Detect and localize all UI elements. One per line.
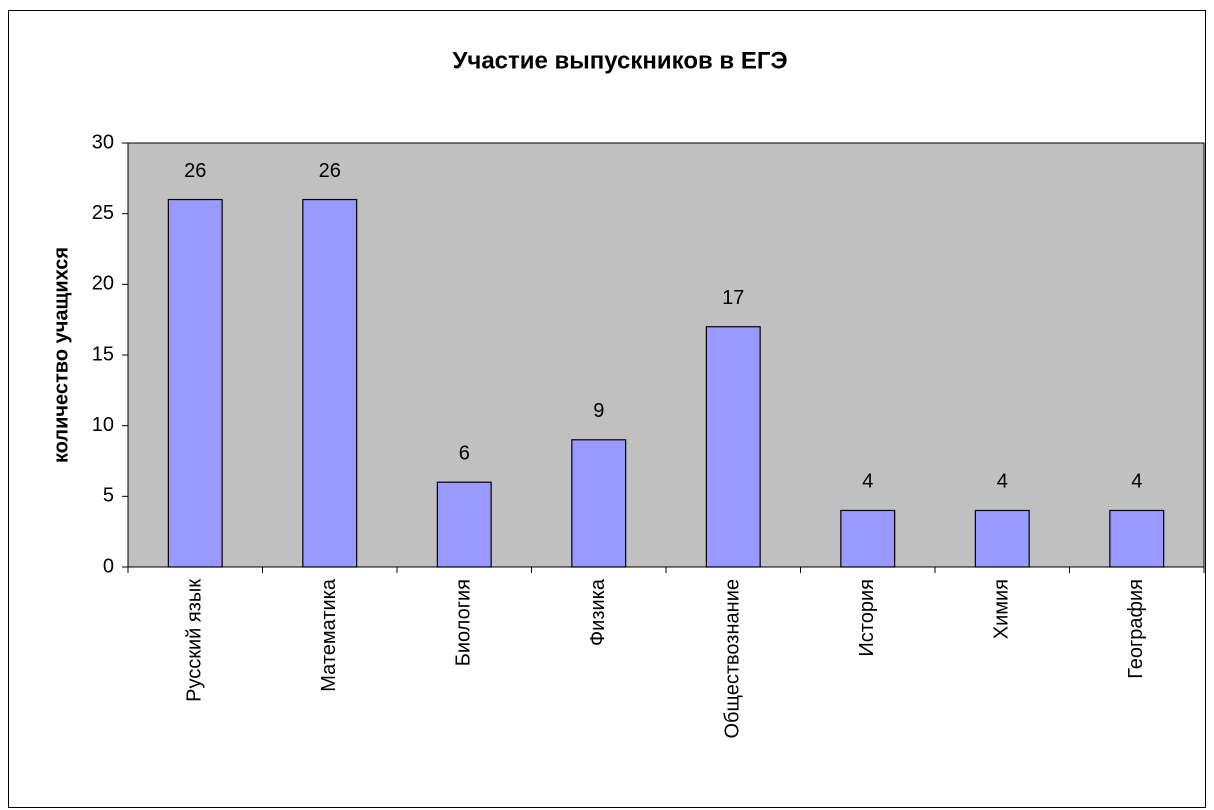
bar bbox=[1109, 509, 1165, 568]
bar bbox=[436, 481, 492, 568]
x-tick-label: География bbox=[1125, 579, 1147, 679]
y-axis-label: количество учащихся bbox=[50, 247, 72, 463]
bar bbox=[571, 439, 627, 568]
x-tick-label: Химия bbox=[991, 579, 1013, 639]
data-label: 17 bbox=[722, 287, 744, 309]
data-label: 26 bbox=[184, 160, 206, 182]
x-tick-label: Физика bbox=[587, 578, 609, 646]
data-label: 4 bbox=[1131, 471, 1142, 493]
data-label: 9 bbox=[593, 400, 604, 422]
bar bbox=[974, 509, 1030, 568]
bar bbox=[840, 509, 896, 568]
bar bbox=[167, 198, 223, 568]
y-tick-label: 0 bbox=[103, 555, 114, 577]
bar bbox=[705, 326, 761, 568]
y-tick-label: 30 bbox=[92, 131, 114, 153]
x-tick-label: Биология bbox=[453, 579, 475, 666]
y-tick-label: 25 bbox=[92, 202, 114, 224]
data-label: 26 bbox=[319, 160, 341, 182]
y-tick-label: 15 bbox=[92, 343, 114, 365]
y-tick-label: 20 bbox=[92, 273, 114, 295]
y-tick-label: 10 bbox=[92, 414, 114, 436]
bar bbox=[302, 198, 358, 568]
x-tick-label: Русский язык bbox=[184, 579, 206, 702]
chart-title: Участие выпускников в ЕГЭ bbox=[452, 47, 787, 74]
x-tick-label: Математика bbox=[318, 578, 340, 692]
data-label: 4 bbox=[862, 471, 873, 493]
data-label: 6 bbox=[459, 442, 470, 464]
data-label: 4 bbox=[997, 471, 1008, 493]
y-tick-label: 5 bbox=[103, 485, 114, 507]
plot-area bbox=[127, 142, 1205, 568]
x-tick-label: Обществознание bbox=[722, 579, 744, 739]
x-tick-label: История bbox=[856, 579, 878, 657]
